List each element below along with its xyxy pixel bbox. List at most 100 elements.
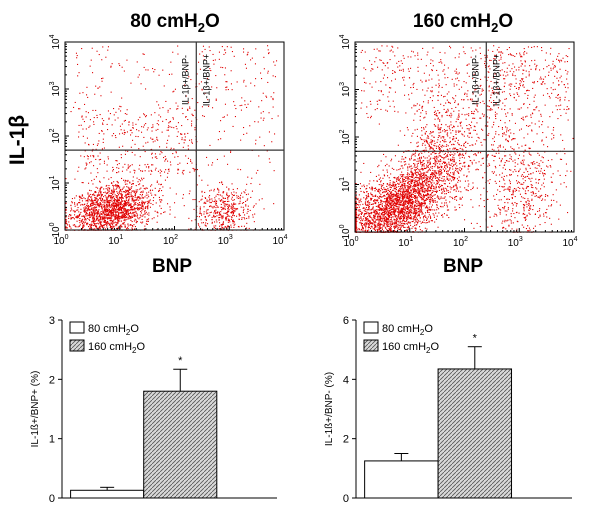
data-point [401, 171, 403, 173]
data-point [421, 199, 423, 201]
data-point [92, 216, 94, 218]
data-point [409, 209, 411, 211]
data-point [118, 213, 120, 215]
data-point [402, 204, 404, 206]
data-point [192, 115, 194, 117]
data-point [421, 164, 423, 166]
data-point [117, 181, 119, 183]
data-point [115, 196, 117, 198]
data-point [126, 213, 128, 215]
data-point [381, 219, 383, 221]
data-point [383, 223, 385, 225]
data-point [255, 48, 257, 50]
data-point [129, 171, 131, 173]
data-point [386, 217, 388, 219]
data-point [216, 200, 218, 202]
data-point [113, 203, 115, 205]
data-point [213, 227, 215, 229]
data-point [167, 172, 169, 174]
data-point [382, 216, 384, 218]
data-point [86, 207, 88, 209]
data-point [184, 136, 186, 138]
data-point [429, 168, 431, 170]
data-point [389, 180, 391, 182]
data-point [80, 204, 82, 206]
data-point [222, 217, 224, 219]
data-point [154, 153, 156, 155]
data-point [144, 114, 146, 116]
data-point [139, 207, 141, 209]
data-point [132, 127, 134, 129]
data-point [65, 209, 67, 211]
data-point [145, 194, 147, 196]
data-point [76, 217, 78, 219]
data-point [119, 227, 121, 229]
data-point [105, 196, 107, 198]
data-point [101, 59, 103, 61]
data-point [222, 215, 224, 217]
data-point [118, 217, 120, 219]
data-point [246, 183, 248, 185]
data-point [87, 200, 89, 202]
data-point [140, 212, 142, 214]
data-point [152, 189, 154, 191]
data-point [77, 75, 79, 77]
data-point [133, 215, 135, 217]
data-point [390, 211, 392, 213]
data-point [406, 219, 408, 221]
data-point [414, 222, 416, 224]
data-point [99, 205, 101, 207]
data-point [121, 170, 123, 172]
data-point [211, 216, 213, 218]
data-point [119, 201, 121, 203]
data-point [143, 66, 145, 68]
data-point [84, 103, 86, 105]
data-point [390, 203, 392, 205]
data-point [106, 184, 108, 186]
data-point [415, 205, 417, 207]
data-point [222, 207, 224, 209]
data-point [191, 98, 193, 100]
data-point [97, 212, 99, 214]
data-point [123, 216, 125, 218]
data-point [131, 208, 133, 210]
data-point [406, 226, 408, 228]
data-point [226, 200, 228, 202]
data-point [395, 189, 397, 191]
data-point [226, 194, 228, 196]
data-point [101, 130, 103, 132]
data-point [172, 117, 174, 119]
data-point [246, 54, 248, 56]
data-point [219, 214, 221, 216]
data-point [84, 206, 86, 208]
data-point [92, 183, 94, 185]
data-point [228, 189, 230, 191]
data-point [78, 136, 80, 138]
data-point [86, 86, 88, 88]
data-point [407, 187, 409, 189]
data-point [440, 196, 442, 198]
data-point [118, 202, 120, 204]
data-point [91, 221, 93, 223]
data-point [408, 212, 410, 214]
data-point [125, 194, 127, 196]
data-point [118, 185, 120, 187]
data-point [99, 227, 101, 229]
data-point [225, 217, 227, 219]
data-point [408, 163, 410, 165]
data-point [429, 184, 431, 186]
data-point [394, 222, 396, 224]
data-point [119, 125, 121, 127]
data-point [394, 210, 396, 212]
data-point [407, 182, 409, 184]
data-point [436, 207, 438, 209]
data-point [137, 196, 139, 198]
data-point [425, 222, 427, 224]
data-point [208, 105, 210, 107]
data-point [412, 213, 414, 215]
data-point [143, 228, 145, 230]
data-point [146, 220, 148, 222]
data-point [400, 209, 402, 211]
data-point [107, 217, 109, 219]
data-point [209, 199, 211, 201]
